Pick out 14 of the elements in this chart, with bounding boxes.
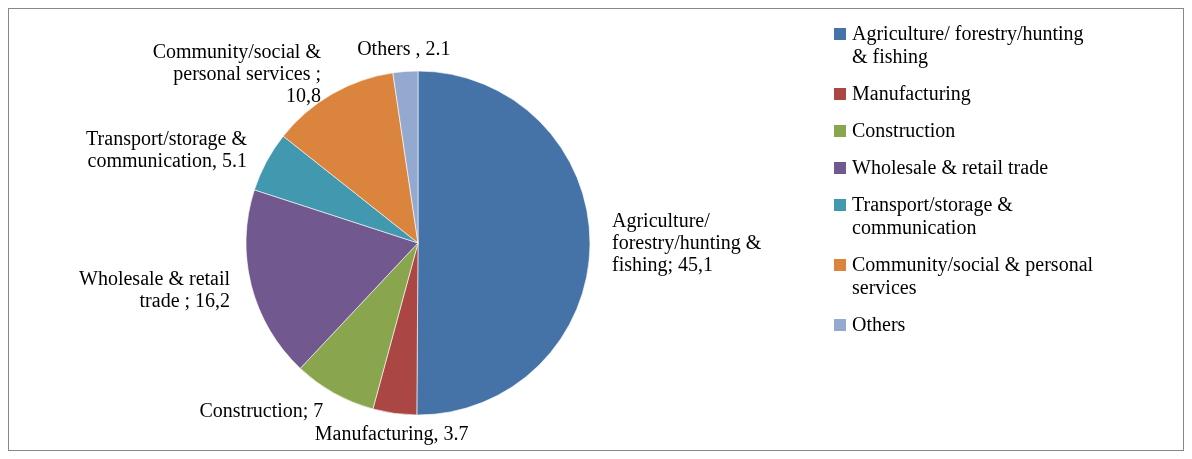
- legend-label: Community/social & personal services: [852, 253, 1094, 298]
- legend-label: Others: [852, 313, 906, 335]
- legend-label: Wholesale & retail trade: [852, 156, 1049, 178]
- data-label: Manufacturing, 3.7: [314, 422, 469, 446]
- legend-label: Agriculture/ forestry/hunting & fishing: [852, 22, 1084, 68]
- legend-label: Construction: [852, 119, 956, 141]
- data-label: Transport/storage & communication, 5.1: [86, 127, 248, 172]
- data-label: Wholesale & retail trade ; 16,2: [79, 267, 231, 312]
- data-label: Others , 2.1: [357, 36, 451, 59]
- legend-label: Manufacturing: [852, 82, 971, 105]
- data-label: Agriculture/ forestry/hunting & fishing; 45,1: [612, 208, 762, 276]
- data-label: Construction; 7: [199, 399, 324, 422]
- data-label: Community/social & personal services ; 10,8: [152, 39, 322, 106]
- legend-label: Transport/storage & communication: [852, 193, 1014, 238]
